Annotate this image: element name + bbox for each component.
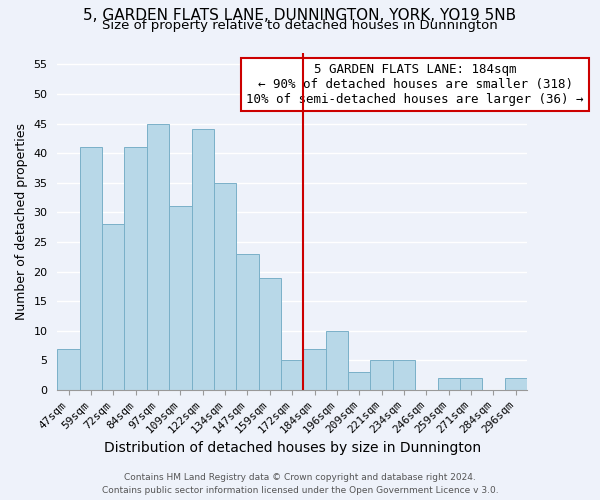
Bar xyxy=(191,130,214,390)
Bar xyxy=(102,224,124,390)
Bar xyxy=(214,183,236,390)
Bar xyxy=(437,378,460,390)
Bar xyxy=(326,331,348,390)
X-axis label: Distribution of detached houses by size in Dunnington: Distribution of detached houses by size … xyxy=(104,441,481,455)
Text: Contains HM Land Registry data © Crown copyright and database right 2024.
Contai: Contains HM Land Registry data © Crown c… xyxy=(101,473,499,495)
Bar xyxy=(460,378,482,390)
Bar xyxy=(58,348,80,390)
Bar xyxy=(124,147,147,390)
Bar xyxy=(505,378,527,390)
Bar xyxy=(80,147,102,390)
Bar xyxy=(236,254,259,390)
Bar xyxy=(393,360,415,390)
Text: 5, GARDEN FLATS LANE, DUNNINGTON, YORK, YO19 5NB: 5, GARDEN FLATS LANE, DUNNINGTON, YORK, … xyxy=(83,8,517,22)
Bar xyxy=(304,348,326,390)
Bar xyxy=(281,360,304,390)
Bar xyxy=(169,206,191,390)
Y-axis label: Number of detached properties: Number of detached properties xyxy=(15,123,28,320)
Text: Size of property relative to detached houses in Dunnington: Size of property relative to detached ho… xyxy=(102,19,498,32)
Bar xyxy=(259,278,281,390)
Bar xyxy=(147,124,169,390)
Bar xyxy=(370,360,393,390)
Text: 5 GARDEN FLATS LANE: 184sqm
← 90% of detached houses are smaller (318)
10% of se: 5 GARDEN FLATS LANE: 184sqm ← 90% of det… xyxy=(247,62,584,106)
Bar xyxy=(348,372,370,390)
